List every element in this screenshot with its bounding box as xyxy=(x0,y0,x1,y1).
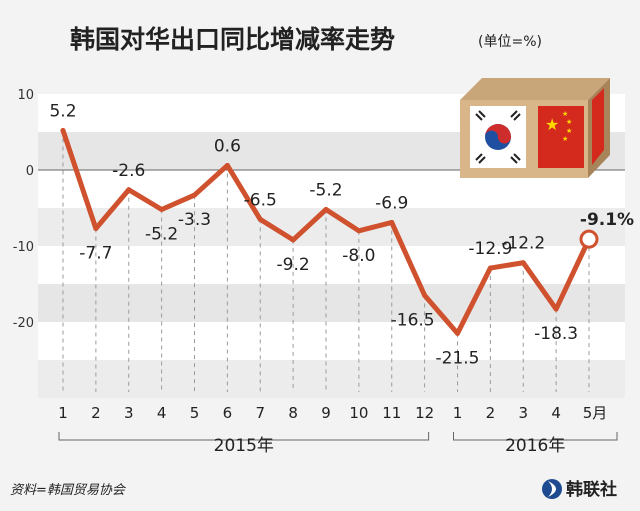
x-tick-label: 1 xyxy=(453,404,463,422)
data-label: -2.6 xyxy=(112,161,145,181)
data-label: -9.2 xyxy=(277,255,310,275)
data-point xyxy=(487,265,493,271)
data-label: -6.5 xyxy=(244,190,277,210)
year-label: 2015年 xyxy=(214,436,274,456)
y-axis-ticks: 10 0 -10 -20 xyxy=(13,88,34,331)
year-bracket xyxy=(453,432,618,441)
data-point xyxy=(159,207,165,213)
source-note: 资料=韩国贸易协会 xyxy=(10,483,127,498)
data-label: -6.9 xyxy=(375,193,408,213)
x-guide-lines xyxy=(62,130,590,392)
x-tick-label: 2 xyxy=(486,404,496,422)
data-label: -12.9 xyxy=(468,239,512,259)
grid-band xyxy=(38,322,625,360)
chart-title: 韩国对华出口同比增减率走势 xyxy=(70,25,395,54)
grid-band xyxy=(38,360,625,398)
data-label: -7.7 xyxy=(79,244,112,264)
x-tick-label: 10 xyxy=(349,404,368,422)
year-bracket xyxy=(58,432,430,441)
data-label: 5.2 xyxy=(49,101,76,121)
x-tick-label: 4 xyxy=(551,404,561,422)
svg-text:★: ★ xyxy=(562,110,568,118)
svg-text:★: ★ xyxy=(566,127,572,135)
data-label: -12.2 xyxy=(501,234,545,254)
data-label: -16.5 xyxy=(391,310,435,330)
data-point xyxy=(520,260,526,266)
data-label: -9.1% xyxy=(580,210,634,230)
svg-text:★: ★ xyxy=(545,115,559,134)
x-tick-label: 1 xyxy=(58,404,68,422)
data-point xyxy=(257,216,263,222)
data-label: -5.2 xyxy=(145,225,178,245)
last-point-marker xyxy=(579,229,599,249)
data-point xyxy=(93,226,99,232)
data-point xyxy=(422,292,428,298)
x-tick-label: 5 xyxy=(190,404,200,422)
agency-name: 韩联社 xyxy=(566,479,617,500)
y-tick-label: 0 xyxy=(26,164,34,179)
data-point xyxy=(224,162,230,168)
data-point xyxy=(389,219,395,225)
data-point xyxy=(290,237,296,243)
x-tick-label: 7 xyxy=(255,404,265,422)
data-point xyxy=(126,187,132,193)
x-tick-label: 2 xyxy=(91,404,101,422)
data-label: 0.6 xyxy=(214,136,241,156)
data-point xyxy=(192,192,197,198)
china-flag-side xyxy=(592,88,604,165)
x-tick-label: 12 xyxy=(415,404,434,422)
data-point xyxy=(455,330,460,336)
china-flag-icon xyxy=(538,106,584,168)
year-label: 2016年 xyxy=(505,436,565,456)
data-points xyxy=(60,127,559,336)
data-point xyxy=(553,306,559,312)
y-tick-label: -20 xyxy=(13,316,34,331)
x-axis-labels: 1 2 3 4 5 6 7 8 9 10 11 12 1 2 3 4 5月 xyxy=(58,404,607,422)
box-illustration-icon: ★ ★ ★ ★ ★ xyxy=(460,78,610,178)
data-label: -5.2 xyxy=(309,181,342,201)
x-tick-label: 3 xyxy=(518,404,528,422)
data-label: -8.0 xyxy=(342,246,375,266)
data-point xyxy=(323,207,329,213)
svg-text:★: ★ xyxy=(562,135,568,143)
data-point xyxy=(60,127,66,133)
data-labels: 5.2-7.7-2.6-5.2-3.30.6-6.5-9.2-5.2-8.0-6… xyxy=(49,101,634,368)
y-tick-label: -10 xyxy=(13,240,34,255)
x-tick-label: 6 xyxy=(223,404,233,422)
x-tick-label: 11 xyxy=(382,404,401,422)
x-tick-label: 3 xyxy=(124,404,134,422)
x-tick-label: 5月 xyxy=(583,404,608,422)
year-groups: 2015年 2016年 xyxy=(58,432,618,456)
x-tick-label: 4 xyxy=(157,404,167,422)
y-tick-label: 10 xyxy=(17,88,34,103)
data-label: -18.3 xyxy=(534,324,578,344)
x-tick-label: 9 xyxy=(321,404,331,422)
data-label: -3.3 xyxy=(178,210,211,230)
data-point xyxy=(356,228,362,234)
unit-note: (单位=%) xyxy=(478,34,542,50)
x-tick-label: 8 xyxy=(288,404,298,422)
svg-text:★: ★ xyxy=(566,118,572,126)
grid-band xyxy=(38,284,625,322)
data-label: -21.5 xyxy=(436,348,480,368)
